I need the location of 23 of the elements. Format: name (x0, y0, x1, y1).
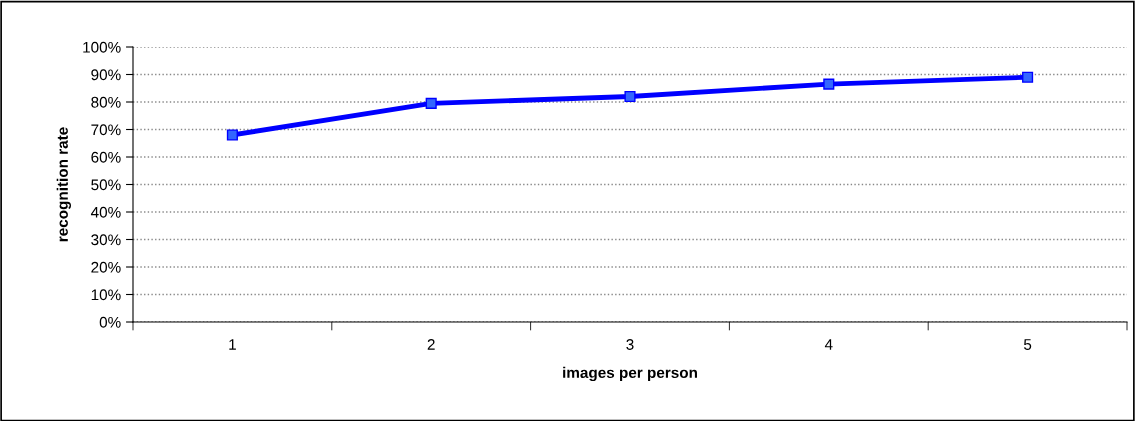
point (425, 97, 437, 109)
y-tick-label: 10% (91, 289, 121, 301)
point (226, 129, 238, 141)
y-tick-label: 50% (91, 179, 121, 191)
x-tick-label: 4 (824, 339, 833, 350)
y-tick-label: 40% (90, 206, 121, 218)
y-tick-label: 80% (91, 96, 121, 108)
y-tick-label: 100% (83, 41, 121, 53)
x-tick-label: 5 (1023, 339, 1032, 350)
point (1022, 71, 1034, 83)
y-axis-title: recognition rate (56, 127, 72, 242)
y-tick-label: 90% (91, 69, 121, 81)
point (823, 78, 835, 90)
y-tick-label: 0% (99, 316, 121, 328)
y-tick-label: 60% (91, 151, 121, 163)
x-tick-label: 1 (229, 339, 236, 350)
x-tick-label: 3 (626, 339, 634, 350)
y-tick-label: 70% (91, 124, 121, 136)
x-tick-label: 2 (427, 339, 435, 350)
y-tick-label: 30% (91, 234, 121, 246)
x-axis-title: images per person (563, 366, 697, 382)
point (624, 90, 636, 103)
y-tick-label: 20% (91, 261, 121, 273)
